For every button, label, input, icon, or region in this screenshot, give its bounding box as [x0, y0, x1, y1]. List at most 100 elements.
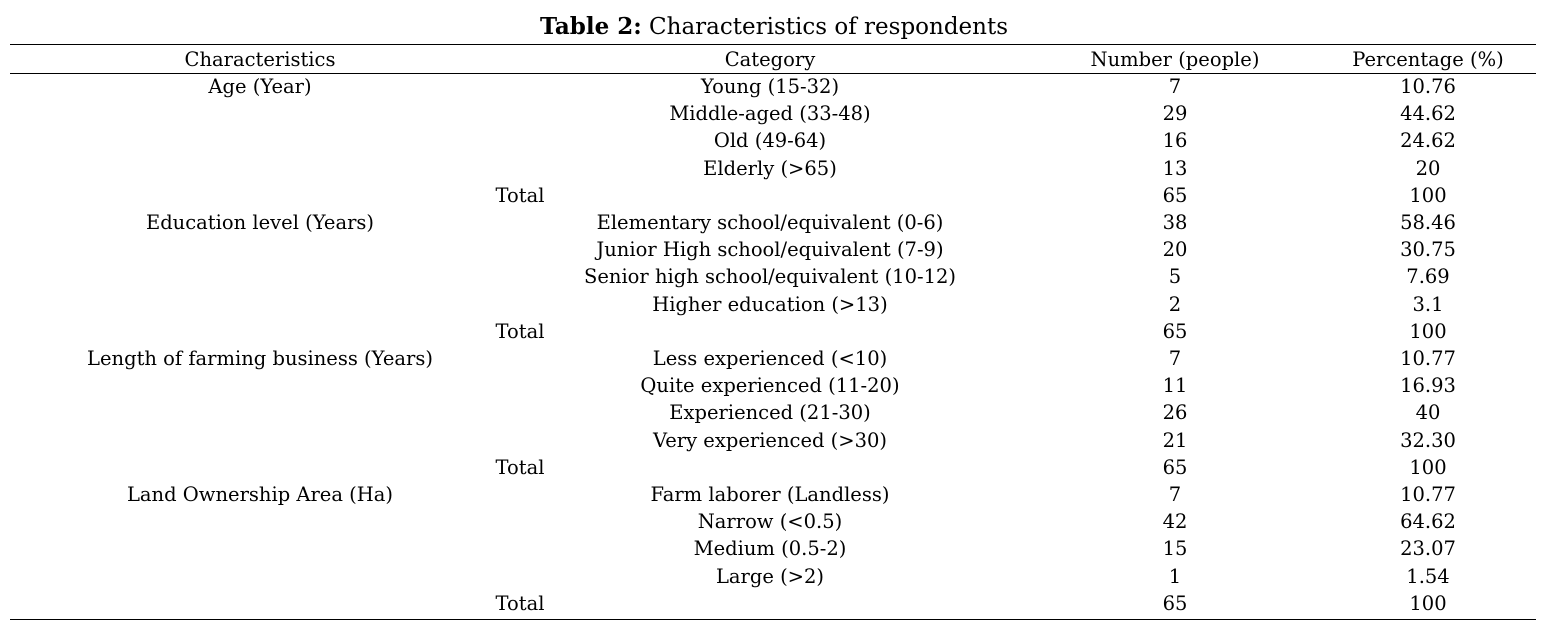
header-percentage: Percentage (%): [1352, 48, 1504, 71]
percentage-cell: 7.69: [1406, 265, 1450, 289]
percentage-cell: 40: [1415, 401, 1441, 425]
number-cell: 15: [1162, 537, 1188, 561]
category-cell: Old (49-64): [713, 129, 827, 153]
percentage-cell: 1.54: [1406, 564, 1450, 588]
category-cell: Experienced (21-30): [669, 401, 871, 425]
number-cell: 38: [1162, 211, 1188, 235]
percentage-cell: 20: [1415, 156, 1441, 180]
table-row: Elderly (>65) 13 20: [10, 155, 1536, 182]
table-row: Age (Year) Young (15-32) 7 10.76: [10, 73, 1536, 100]
characteristic-cell: [10, 127, 510, 154]
total-percentage-cell: 100: [1409, 319, 1447, 343]
table-row: Middle-aged (33-48) 29 44.62: [10, 100, 1536, 127]
table-row: Narrow (<0.5) 42 64.62: [10, 508, 1536, 535]
table-row: Quite experienced (11-20) 11 16.93: [10, 372, 1536, 399]
characteristic-cell: [10, 427, 510, 454]
table-row: Senior high school/equivalent (10-12) 5 7.…: [10, 263, 1536, 290]
category-cell: Quite experienced (11-20): [640, 374, 900, 398]
characteristic-cell: [10, 372, 510, 399]
table-header-rule: [10, 73, 1536, 74]
category-cell: Elementary school/equivalent (0-6): [596, 211, 944, 235]
table-row: Medium (0.5-2) 15 23.07: [10, 535, 1536, 562]
table-row: Old (49-64) 16 24.62: [10, 127, 1536, 154]
header-characteristics: Characteristics: [184, 48, 336, 71]
table-row: Junior High school/equivalent (7-9) 20 30.…: [10, 236, 1536, 263]
number-cell: 26: [1162, 401, 1188, 425]
total-label: Total: [495, 455, 545, 479]
number-cell: 29: [1162, 102, 1188, 126]
table-top-rule: [10, 44, 1536, 45]
number-cell: 7: [1168, 347, 1182, 371]
total-number-cell: 65: [1162, 455, 1188, 479]
header-number: Number (people): [1090, 48, 1260, 71]
total-number-cell: 65: [1162, 591, 1188, 615]
total-label: Total: [495, 319, 545, 343]
characteristic-cell: [10, 563, 510, 590]
percentage-cell: 64.62: [1400, 510, 1456, 534]
number-cell: 13: [1162, 156, 1188, 180]
total-percentage-cell: 100: [1409, 455, 1447, 479]
category-cell: Middle-aged (33-48): [669, 102, 871, 126]
category-cell: Junior High school/equivalent (7-9): [596, 238, 944, 262]
characteristic-cell: [10, 508, 510, 535]
category-cell: Large (>2): [715, 564, 825, 588]
category-cell: Higher education (>13): [652, 292, 888, 316]
category-cell: Very experienced (>30): [652, 428, 888, 452]
number-cell: 2: [1168, 292, 1182, 316]
characteristic-cell: [10, 100, 510, 127]
number-cell: 21: [1162, 428, 1188, 452]
characteristic-cell: [10, 535, 510, 562]
percentage-cell: 58.46: [1400, 211, 1456, 235]
table-row: Experienced (21-30) 26 40: [10, 399, 1536, 426]
percentage-cell: 16.93: [1400, 374, 1456, 398]
category-cell: Less experienced (<10): [652, 347, 888, 371]
percentage-cell: 30.75: [1400, 238, 1456, 262]
table-row: Length of farming business (Years) Less e…: [10, 345, 1536, 372]
category-cell: Farm laborer (Landless): [650, 483, 890, 507]
table-caption-label: Table 2:: [539, 13, 642, 40]
number-cell: 42: [1162, 510, 1188, 534]
percentage-cell: 32.30: [1400, 428, 1456, 452]
number-cell: 7: [1168, 483, 1182, 507]
table-body: Age (Year) Young (15-32) 7 10.76 Middle-aged…: [10, 73, 1536, 617]
table-row: Very experienced (>30) 21 32.30: [10, 427, 1536, 454]
number-cell: 20: [1162, 238, 1188, 262]
percentage-cell: 44.62: [1400, 102, 1456, 126]
table-header-row: Characteristics Category Number (people)…: [10, 46, 1536, 73]
table-bottom-rule: [10, 619, 1536, 620]
percentage-cell: 10.77: [1400, 483, 1456, 507]
percentage-cell: 10.76: [1400, 75, 1456, 98]
total-label: Total: [495, 591, 545, 615]
number-cell: 5: [1168, 265, 1182, 289]
total-row: Total 65 100: [10, 454, 1536, 481]
total-number-cell: 65: [1162, 319, 1188, 343]
total-row: Total 65 100: [10, 182, 1536, 209]
category-cell: Elderly (>65): [703, 156, 837, 180]
number-cell: 7: [1168, 75, 1182, 98]
percentage-cell: 10.77: [1400, 347, 1456, 371]
characteristic-cell: [10, 291, 510, 318]
characteristic-cell: Age (Year): [208, 75, 312, 98]
characteristic-cell: [10, 263, 510, 290]
characteristic-cell: Length of farming business (Years): [87, 347, 433, 371]
characteristic-cell: Land Ownership Area (Ha): [126, 483, 393, 507]
characteristic-cell: [10, 399, 510, 426]
table-row: Education level (Years) Elementary school…: [10, 209, 1536, 236]
number-cell: 11: [1162, 374, 1188, 398]
category-cell: Young (15-32): [700, 75, 840, 98]
category-cell: Senior high school/equivalent (10-12): [583, 265, 957, 289]
table-caption: Table 2: Characteristics of respondents: [0, 12, 1548, 42]
characteristic-cell: Education level (Years): [145, 211, 375, 235]
total-label: Total: [495, 183, 545, 207]
number-cell: 1: [1168, 564, 1182, 588]
number-cell: 16: [1162, 129, 1188, 153]
percentage-cell: 23.07: [1400, 537, 1456, 561]
characteristic-cell: [10, 155, 510, 182]
percentage-cell: 3.1: [1412, 292, 1444, 316]
table-row: Land Ownership Area (Ha) Farm laborer (La…: [10, 481, 1536, 508]
characteristic-cell: [10, 236, 510, 263]
percentage-cell: 24.62: [1400, 129, 1456, 153]
table-caption-text: Characteristics of respondents: [641, 14, 1009, 40]
header-category: Category: [724, 48, 816, 71]
total-percentage-cell: 100: [1409, 591, 1447, 615]
